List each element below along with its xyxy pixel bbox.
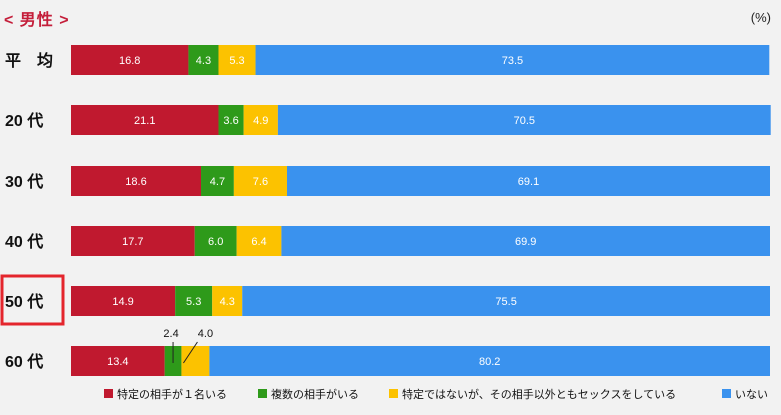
bar-segment xyxy=(233,166,287,196)
data-label: 17.7 xyxy=(122,236,143,248)
bar-segment xyxy=(71,105,219,135)
section-title: < 男性 > xyxy=(4,12,70,29)
bar-segment xyxy=(218,105,244,135)
data-label: 69.9 xyxy=(515,236,536,248)
legend-label: 特定の相手が１名いる xyxy=(117,387,227,401)
bar-segment xyxy=(212,286,243,316)
data-label: 13.4 xyxy=(107,356,128,368)
category-label: 30 代 xyxy=(5,172,43,191)
legend-swatch xyxy=(258,389,267,398)
legend-label: 特定ではないが、その相手以外ともセックスをしている xyxy=(402,387,676,401)
data-label: 70.5 xyxy=(514,115,535,127)
bar-segment xyxy=(281,226,770,256)
category-label: 20 代 xyxy=(5,111,43,130)
bar-segment xyxy=(71,226,195,256)
bar-segment xyxy=(188,45,219,75)
data-label: 16.8 xyxy=(119,55,140,67)
bar-segment xyxy=(71,346,165,376)
data-label: 75.5 xyxy=(495,296,516,308)
data-label: 18.6 xyxy=(125,176,146,188)
bars-layer: 平 均 16.8 4.3 5.3 73.5 20 代 21.1 3.6 4.9 70.5 30 代 1… xyxy=(0,45,771,376)
bar-segment xyxy=(242,286,770,316)
bar-segment xyxy=(71,286,176,316)
bar-segment xyxy=(201,166,234,196)
category-label: 平 均 xyxy=(5,51,53,70)
data-label: 6.4 xyxy=(251,236,266,248)
highlight-box xyxy=(0,274,65,326)
unit-label: (%) xyxy=(750,10,771,25)
data-label: 5.3 xyxy=(186,296,201,308)
bar-segment xyxy=(286,166,770,196)
data-label: 7.6 xyxy=(253,176,268,188)
legend: 特定の相手が１名いる 複数の相手がいる 特定ではないが、その相手以外ともセックスをし… xyxy=(104,387,768,401)
callout-label: 4.0 xyxy=(198,328,213,340)
bar-segment xyxy=(218,45,256,75)
bar-segment xyxy=(255,45,770,75)
legend-swatch xyxy=(104,389,113,398)
data-label: 4.9 xyxy=(253,115,268,127)
bar-segment xyxy=(71,166,202,196)
data-label: 4.7 xyxy=(210,176,225,188)
data-label: 73.5 xyxy=(502,55,523,67)
callout-line xyxy=(183,341,198,364)
data-label: 21.1 xyxy=(134,115,155,127)
bar-segment xyxy=(71,45,189,75)
legend-label: いない xyxy=(735,388,768,401)
category-label: 40 代 xyxy=(5,232,43,251)
data-label: 5.3 xyxy=(229,55,244,67)
bar-segment xyxy=(209,346,771,376)
data-label: 69.1 xyxy=(518,176,539,188)
bar-segment xyxy=(175,286,213,316)
data-label: 4.3 xyxy=(220,296,235,308)
category-label: 50 代 xyxy=(5,292,43,311)
bar-segment xyxy=(194,226,237,256)
bar-segment xyxy=(243,105,278,135)
bar-segment xyxy=(181,346,210,376)
data-label: 4.3 xyxy=(196,55,211,67)
legend-swatch xyxy=(722,389,731,398)
legend-swatch xyxy=(389,389,398,398)
data-label: 14.9 xyxy=(112,296,133,308)
callout-label: 2.4 xyxy=(163,328,178,340)
category-label: 60 代 xyxy=(5,352,43,371)
legend-label: 複数の相手がいる xyxy=(271,387,359,401)
bar-segment xyxy=(236,226,282,256)
data-label: 80.2 xyxy=(479,356,500,368)
bar-segment xyxy=(277,105,771,135)
data-label: 6.0 xyxy=(208,236,223,248)
data-label: 3.6 xyxy=(223,115,238,127)
